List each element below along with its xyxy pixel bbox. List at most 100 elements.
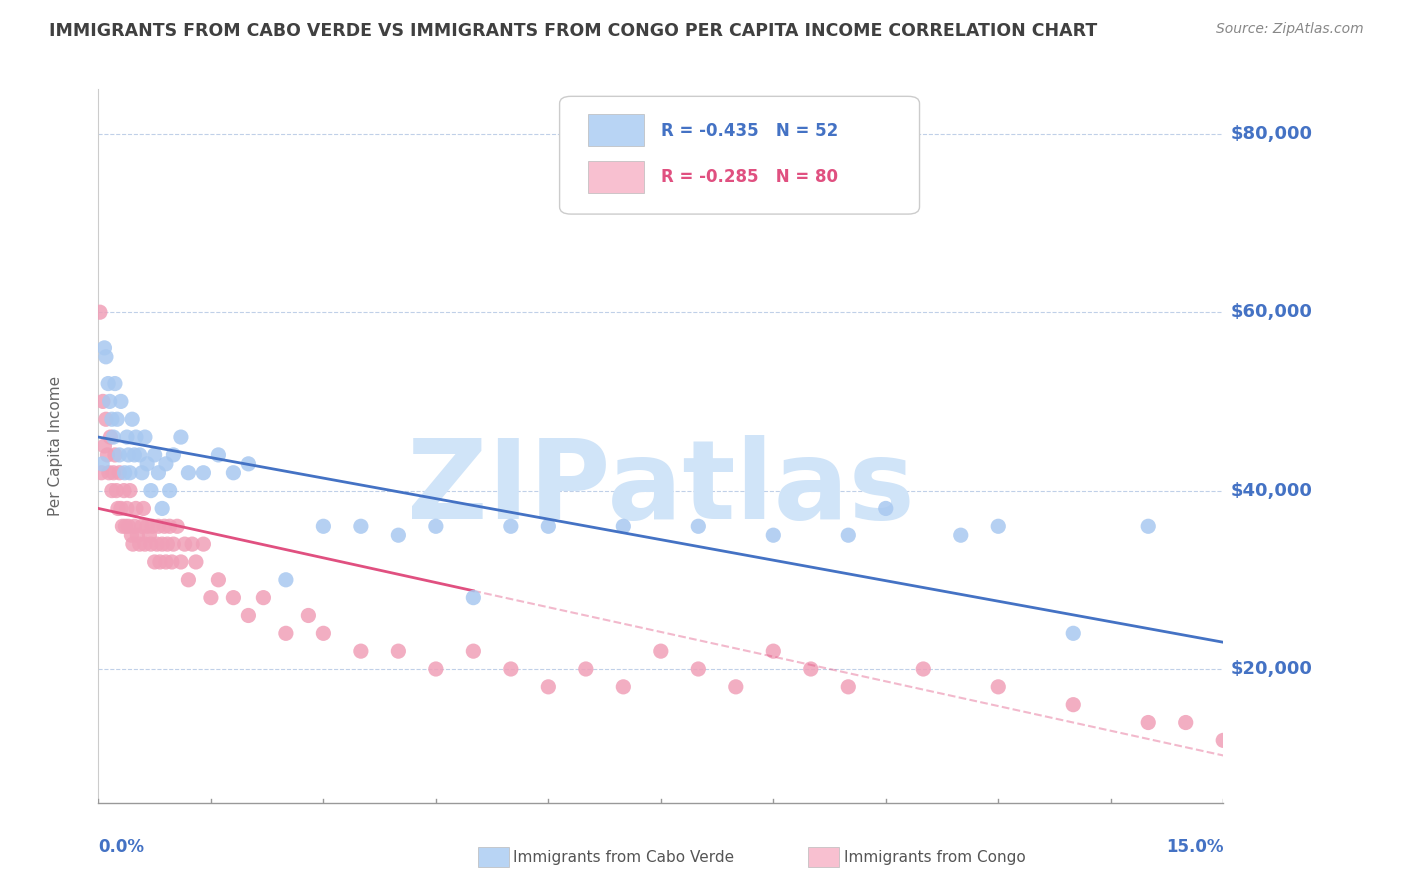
Point bbox=[537, 519, 560, 533]
Point bbox=[141, 519, 163, 533]
Point bbox=[136, 519, 159, 533]
Point bbox=[463, 591, 485, 605]
Point bbox=[724, 680, 747, 694]
Point bbox=[108, 466, 131, 480]
Point bbox=[127, 528, 149, 542]
Point bbox=[238, 457, 260, 471]
Point bbox=[117, 519, 139, 533]
Point bbox=[153, 519, 176, 533]
FancyBboxPatch shape bbox=[588, 114, 644, 146]
Text: Immigrants from Cabo Verde: Immigrants from Cabo Verde bbox=[513, 850, 734, 864]
Point bbox=[425, 662, 447, 676]
Point bbox=[148, 519, 170, 533]
Text: $60,000: $60,000 bbox=[1230, 303, 1313, 321]
Text: ZIPatlas: ZIPatlas bbox=[406, 435, 915, 542]
Text: $80,000: $80,000 bbox=[1230, 125, 1313, 143]
Point bbox=[1062, 626, 1084, 640]
Point bbox=[117, 448, 139, 462]
Point bbox=[949, 528, 972, 542]
Point bbox=[125, 430, 148, 444]
Point bbox=[96, 448, 118, 462]
Text: Source: ZipAtlas.com: Source: ZipAtlas.com bbox=[1216, 22, 1364, 37]
Point bbox=[93, 341, 115, 355]
Point bbox=[193, 466, 215, 480]
Point bbox=[177, 466, 200, 480]
Text: R = -0.435   N = 52: R = -0.435 N = 52 bbox=[661, 121, 838, 139]
Point bbox=[1062, 698, 1084, 712]
Point bbox=[97, 376, 120, 391]
Point bbox=[150, 501, 173, 516]
Point bbox=[108, 448, 131, 462]
Text: R = -0.285   N = 80: R = -0.285 N = 80 bbox=[661, 168, 838, 186]
Point bbox=[181, 537, 204, 551]
Point bbox=[139, 483, 162, 498]
Point bbox=[118, 483, 141, 498]
Point bbox=[987, 680, 1010, 694]
Point bbox=[111, 519, 134, 533]
Point bbox=[350, 519, 373, 533]
Point bbox=[274, 626, 297, 640]
Point bbox=[149, 555, 172, 569]
Point bbox=[112, 483, 135, 498]
Point bbox=[103, 466, 125, 480]
Point bbox=[104, 376, 127, 391]
Point bbox=[222, 466, 245, 480]
Text: Immigrants from Congo: Immigrants from Congo bbox=[844, 850, 1025, 864]
Point bbox=[139, 537, 162, 551]
Point bbox=[146, 537, 169, 551]
Point bbox=[162, 448, 184, 462]
Point bbox=[1137, 715, 1160, 730]
Point bbox=[93, 439, 115, 453]
Point bbox=[912, 662, 935, 676]
Text: $40,000: $40,000 bbox=[1230, 482, 1313, 500]
Point bbox=[159, 483, 181, 498]
Point bbox=[98, 394, 121, 409]
FancyBboxPatch shape bbox=[560, 96, 920, 214]
Point bbox=[105, 483, 128, 498]
Point bbox=[612, 680, 634, 694]
Point bbox=[800, 662, 823, 676]
Point bbox=[184, 555, 207, 569]
Point bbox=[207, 448, 229, 462]
Text: 15.0%: 15.0% bbox=[1166, 838, 1223, 856]
Text: $20,000: $20,000 bbox=[1230, 660, 1313, 678]
Point bbox=[1137, 519, 1160, 533]
Point bbox=[252, 591, 274, 605]
Point bbox=[238, 608, 260, 623]
Point bbox=[114, 466, 136, 480]
Point bbox=[100, 430, 122, 444]
Text: Per Capita Income: Per Capita Income bbox=[48, 376, 63, 516]
Point bbox=[115, 501, 138, 516]
Point bbox=[162, 537, 184, 551]
Point bbox=[89, 305, 111, 319]
Point bbox=[148, 466, 170, 480]
Point bbox=[118, 466, 141, 480]
Point bbox=[173, 537, 195, 551]
Point bbox=[387, 528, 409, 542]
Point bbox=[115, 430, 138, 444]
Point bbox=[155, 555, 177, 569]
Text: 0.0%: 0.0% bbox=[98, 838, 145, 856]
Point bbox=[650, 644, 672, 658]
Point bbox=[124, 519, 146, 533]
Point bbox=[150, 537, 173, 551]
Point bbox=[177, 573, 200, 587]
Point bbox=[110, 394, 132, 409]
Point bbox=[575, 662, 598, 676]
Point bbox=[101, 483, 124, 498]
Point bbox=[114, 519, 136, 533]
Point bbox=[105, 412, 128, 426]
Point bbox=[103, 430, 125, 444]
Point bbox=[612, 519, 634, 533]
Point bbox=[875, 501, 897, 516]
Point bbox=[193, 537, 215, 551]
Point bbox=[274, 573, 297, 587]
Point bbox=[134, 430, 156, 444]
Point bbox=[121, 412, 143, 426]
Point bbox=[160, 555, 183, 569]
Point bbox=[132, 501, 155, 516]
Point bbox=[155, 457, 177, 471]
Point bbox=[156, 537, 179, 551]
Point bbox=[124, 448, 146, 462]
Point bbox=[91, 457, 114, 471]
